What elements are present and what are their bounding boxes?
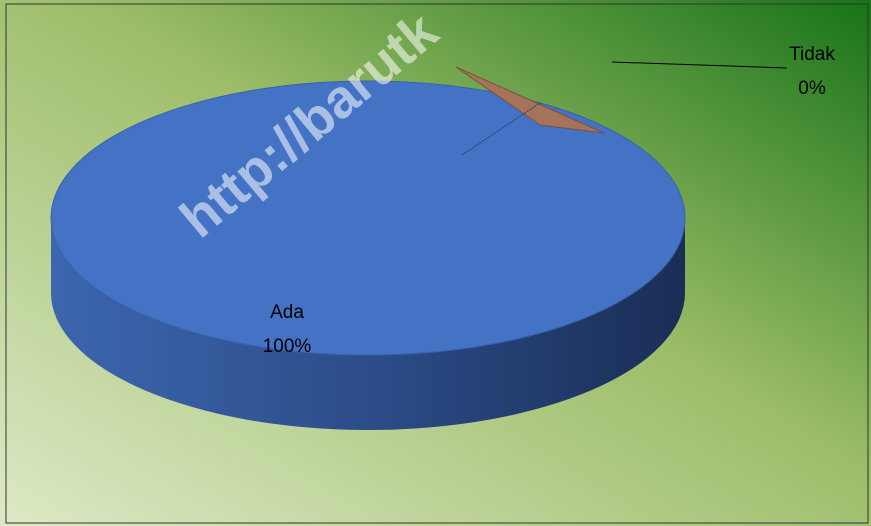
leader-line — [461, 102, 541, 156]
data-label-value: 0% — [798, 78, 826, 99]
leader-line — [611, 61, 788, 69]
data-label-category: Ada — [270, 302, 304, 323]
pie-slice — [50, 80, 686, 356]
pie-side — [51, 218, 685, 430]
data-label-category: Tidak — [789, 44, 835, 65]
data-label-value: 100% — [263, 336, 312, 357]
frame — [5, 3, 869, 524]
pie-slice — [455, 66, 605, 134]
pie — [50, 66, 686, 430]
